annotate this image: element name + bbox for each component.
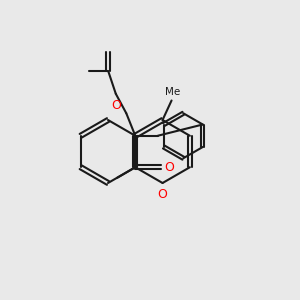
Text: O: O (164, 161, 174, 174)
Text: O: O (111, 99, 121, 112)
Text: Me: Me (165, 87, 181, 97)
Text: O: O (158, 188, 167, 201)
